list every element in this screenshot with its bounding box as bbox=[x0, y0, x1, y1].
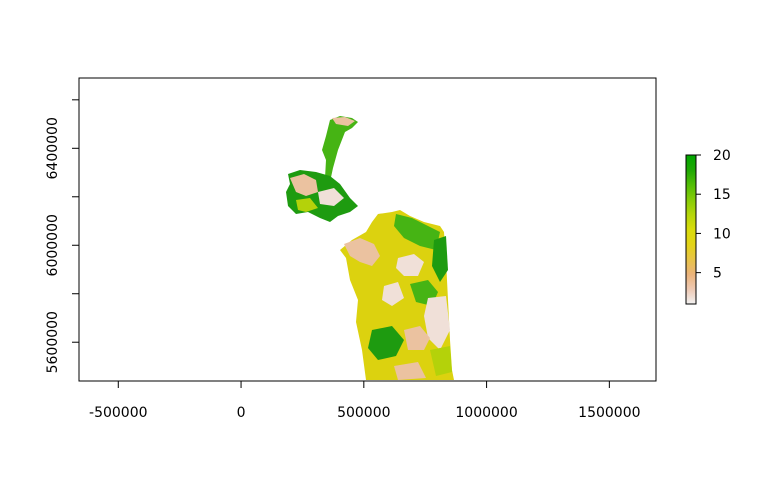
region-main-pale-southwest bbox=[382, 282, 404, 306]
region-main-pale-center bbox=[396, 254, 424, 276]
region-main-pale-east bbox=[424, 296, 450, 350]
legend-tick-label: 15 bbox=[713, 187, 731, 203]
region-main-green-north bbox=[394, 214, 440, 250]
legend-tick-label: 20 bbox=[713, 148, 731, 164]
x-axis: -500000 0 500000 1000000 1500000 bbox=[89, 380, 641, 421]
y-axis: 5600000 6000000 6400000 bbox=[45, 99, 80, 373]
y-tick-label: 6000000 bbox=[45, 214, 61, 276]
region-main-salmon-bottom bbox=[394, 362, 426, 380]
x-tick-label: 0 bbox=[237, 405, 246, 421]
x-tick-label: 500000 bbox=[337, 405, 390, 421]
region-northwest-yellow bbox=[296, 198, 318, 212]
x-tick-label: 1000000 bbox=[455, 405, 517, 421]
region-northwest-salmon bbox=[290, 174, 318, 196]
legend-tick-label: 5 bbox=[713, 266, 722, 282]
region-main-yellowgreen-east bbox=[430, 346, 452, 376]
region-main-green-southeast bbox=[432, 236, 448, 282]
y-tick-label: 5600000 bbox=[45, 311, 61, 373]
legend-ticks: 5 10 15 20 bbox=[696, 148, 731, 282]
region-north-tip bbox=[332, 117, 355, 126]
x-tick-label: -500000 bbox=[89, 405, 148, 421]
region-northwest-pale bbox=[318, 188, 344, 206]
legend-tick-label: 10 bbox=[713, 226, 731, 242]
region-main-green-south bbox=[368, 326, 404, 360]
region-main-salmon-south bbox=[404, 326, 430, 350]
x-tick-label: 1500000 bbox=[578, 405, 640, 421]
color-legend: 5 10 15 20 bbox=[685, 148, 731, 305]
raster-layer bbox=[286, 116, 454, 380]
region-main-salmon-west bbox=[344, 238, 380, 266]
y-tick-label: 6400000 bbox=[45, 117, 61, 179]
region-north-arm bbox=[322, 116, 358, 182]
legend-color-bar bbox=[685, 154, 697, 305]
